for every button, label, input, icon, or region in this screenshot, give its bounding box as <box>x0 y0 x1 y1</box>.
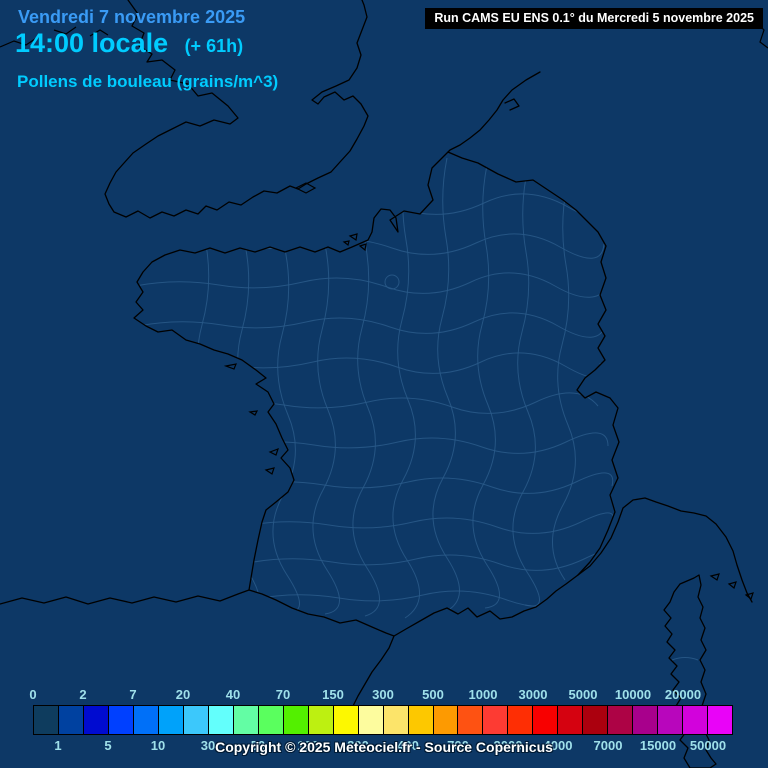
legend-boundary-label: 40 <box>225 687 241 702</box>
legend-cell-15 <box>408 706 434 734</box>
legend-boundary-label: 1 <box>54 738 62 753</box>
legend-cell-1 <box>58 706 84 734</box>
legend-boundary-label: 0 <box>29 687 37 702</box>
coastline-spain-east <box>351 635 395 709</box>
color-scale-legend: 0 1 2 5 7 10 20 30 40 50 70 100 150 200 300 400 500 700 10… <box>29 686 733 753</box>
legend-boundary-label: 2000 <box>493 738 523 753</box>
legend-boundary-label: 200 <box>347 738 369 753</box>
legend-boundary-label: 30 <box>200 738 216 753</box>
legend-cell-2 <box>83 706 109 734</box>
legend-cell-21 <box>558 706 584 734</box>
legend-boundary-label: 10000 <box>614 687 652 702</box>
paris-ring <box>384 274 400 290</box>
legend-cell-16 <box>433 706 459 734</box>
legend-cell-19 <box>508 706 534 734</box>
legend-boundary-label: 50 <box>250 738 266 753</box>
color-scale-bar <box>33 705 733 735</box>
model-run-info: Run CAMS EU ENS 0.1° du Mercredi 5 novem… <box>425 8 763 29</box>
legend-cell-6 <box>183 706 209 734</box>
legend-boundary-label: 700 <box>447 738 469 753</box>
forecast-date: Vendredi 7 novembre 2025 <box>18 7 246 27</box>
legend-boundary-label: 20000 <box>664 687 702 702</box>
map-parameter-title: Pollens de bouleau (grains/m^3) <box>17 72 279 91</box>
legend-cell-9 <box>258 706 284 734</box>
legend-boundary-label: 15000 <box>639 738 677 753</box>
legend-boundary-label: 300 <box>372 687 394 702</box>
copyright-text: Copyright © 2025 Meteociel.fr - Source C… <box>215 739 553 755</box>
legend-cell-25 <box>658 706 684 734</box>
atlantic-islands <box>223 363 279 475</box>
legend-boundary-label: 100 <box>297 738 319 753</box>
legend-boundary-label: 3000 <box>518 687 548 702</box>
department-borders <box>134 157 614 621</box>
legend-cell-12 <box>333 706 359 734</box>
coastline-corsica <box>663 574 717 768</box>
forecast-time-line: 14:00 locale (+ 61h) <box>15 28 243 59</box>
coastline-italy <box>577 497 753 603</box>
legend-cell-5 <box>158 706 184 734</box>
legend-boundary-label: 1000 <box>468 687 498 702</box>
legend-cell-11 <box>308 706 334 734</box>
coastline-england <box>104 0 369 219</box>
legend-boundary-label: 70 <box>275 687 291 702</box>
legend-boundary-label: 5 <box>104 738 112 753</box>
legend-boundary-label: 7 <box>129 687 137 702</box>
legend-cell-0 <box>34 706 59 734</box>
legend-cell-4 <box>133 706 159 734</box>
forecast-time: 14:00 locale <box>15 28 169 58</box>
legend-boundary-label: 150 <box>322 687 344 702</box>
legend-cell-22 <box>583 706 609 734</box>
coastline-france <box>133 151 620 637</box>
legend-boundary-label: 400 <box>397 738 419 753</box>
legend-cell-14 <box>383 706 409 734</box>
legend-cell-7 <box>208 706 234 734</box>
channel-islands <box>342 233 367 252</box>
legend-boundary-label: 50000 <box>689 738 727 753</box>
legend-boundary-label: 5000 <box>568 687 598 702</box>
isle-of-wight <box>294 182 317 194</box>
legend-cell-27 <box>708 706 733 734</box>
coastline-spain-north <box>0 589 250 605</box>
legend-cell-26 <box>683 706 709 734</box>
legend-boundary-label: 2 <box>79 687 87 702</box>
legend-cell-24 <box>633 706 659 734</box>
legend-cell-10 <box>283 706 309 734</box>
legend-cell-3 <box>108 706 134 734</box>
legend-boundary-label: 4000 <box>543 738 573 753</box>
forecast-offset: (+ 61h) <box>184 36 244 56</box>
legend-boundary-label: 20 <box>175 687 191 702</box>
legend-cell-18 <box>483 706 509 734</box>
legend-boundary-label: 10 <box>150 738 166 753</box>
legend-cell-20 <box>533 706 559 734</box>
legend-cell-8 <box>233 706 259 734</box>
legend-boundary-label: 7000 <box>593 738 623 753</box>
coastline-benelux <box>447 71 541 153</box>
legend-cell-13 <box>358 706 384 734</box>
legend-cell-17 <box>458 706 484 734</box>
corsica-department-border <box>671 657 699 661</box>
tuscan-islands <box>709 573 754 601</box>
irish-sea-islets <box>0 26 109 48</box>
legend-cell-23 <box>608 706 634 734</box>
legend-boundary-label: 500 <box>422 687 444 702</box>
